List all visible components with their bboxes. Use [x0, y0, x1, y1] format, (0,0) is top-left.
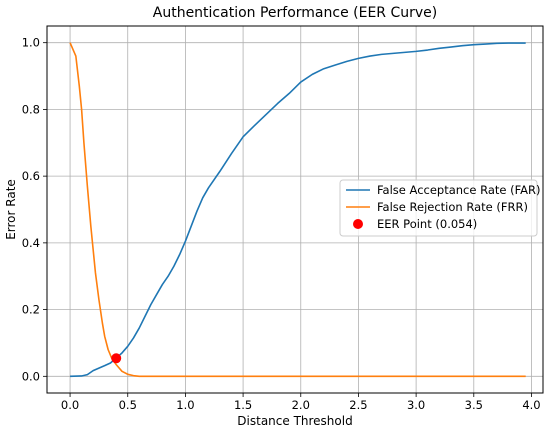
y-tick-label: 0.8 [22, 102, 40, 116]
x-axis-label: Distance Threshold [237, 414, 352, 428]
x-tick-label: 3.0 [407, 398, 425, 412]
chart-title: Authentication Performance (EER Curve) [153, 5, 437, 21]
x-tick-label: 3.5 [465, 398, 483, 412]
plot-frame [46, 25, 544, 394]
y-tick-label: 0.2 [22, 303, 40, 317]
x-tick-label: 2.5 [349, 398, 367, 412]
y-tick-label: 0.4 [22, 236, 40, 250]
x-tick-label: 1.5 [234, 398, 252, 412]
legend-swatch-eer [353, 219, 363, 229]
x-tick-label: 4.0 [522, 398, 540, 412]
y-axis-label: Error Rate [4, 179, 18, 240]
legend-box [339, 179, 538, 237]
legend: False Acceptance Rate (FAR) False Reject… [339, 179, 541, 237]
x-tick-label: 1.0 [176, 398, 194, 412]
far-line [70, 42, 526, 378]
legend-label-far: False Acceptance Rate (FAR) [377, 183, 541, 197]
legend-label-frr: False Rejection Rate (FRR) [377, 200, 528, 214]
eer-point-marker [111, 353, 122, 364]
axis-ticks: 0.0 0.5 1.0 1.5 2.0 2.5 3.0 3.5 4.0 0.0 0.2 0.4 0.6 0… [22, 36, 541, 412]
frr-line [69, 42, 526, 378]
legend-label-eer: EER Point (0.054) [377, 217, 477, 231]
x-tick-label: 2.0 [292, 398, 310, 412]
y-tick-label: 1.0 [22, 36, 40, 50]
plot-series [69, 42, 526, 378]
y-tick-label: 0.6 [22, 169, 40, 183]
x-tick-label: 0.0 [61, 398, 79, 412]
x-tick-label: 0.5 [119, 398, 137, 412]
y-tick-label: 0.0 [22, 369, 40, 383]
